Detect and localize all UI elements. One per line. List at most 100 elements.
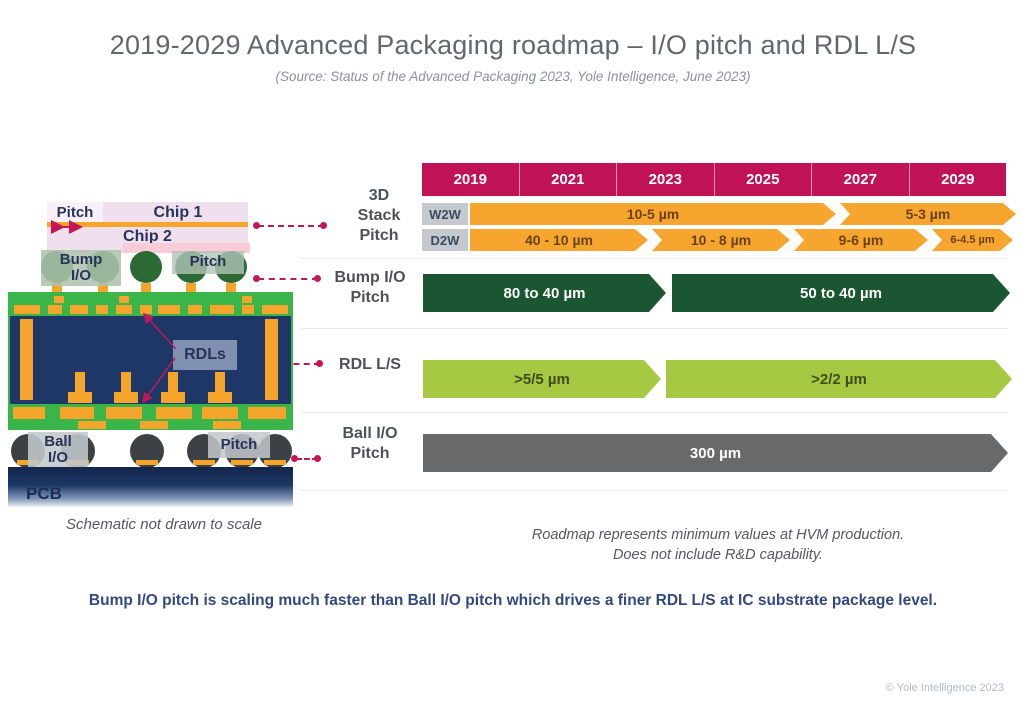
roadmap-note-line1: Roadmap represents minimum values at HVM… [531,527,905,543]
chip2-label: Chip 2 [123,228,172,245]
connector-dot [314,455,321,462]
bump-stub [226,283,236,295]
copper-pad [140,305,152,314]
bump-stub [141,283,151,295]
d2w-segment-3: 9-6 µm [794,229,928,251]
row-label-ball-io-pitch: Ball I/O Pitch [322,424,418,464]
copper-via-base [68,392,92,403]
copper-pad [242,296,252,303]
copper-via [215,372,225,394]
copper-pad [188,305,202,314]
year-2025: 2025 [713,163,812,196]
schematic-caption: Schematic not drawn to scale [66,516,262,533]
connector-bump-io [258,278,318,280]
copper-pad [13,407,45,419]
w2w-tag: W2W [422,203,468,225]
copper-pad [116,305,132,314]
copper-via [75,372,85,394]
bump-stub [98,283,108,295]
copper-pad [70,305,88,314]
chip2-strip [123,243,250,253]
bump-ball [130,251,162,283]
year-2019: 2019 [453,171,487,188]
rdls-label: RDLs [173,340,237,370]
bump-io-label: Bump I/O [41,250,121,286]
pcb-bar [8,467,293,507]
connector-ball-io [296,458,318,460]
chip-bond-line [47,222,248,227]
row-label-line: 3D [368,187,390,204]
ball-io-label-line2: I/O [47,449,68,466]
copper-via-base [114,392,138,403]
row-label-line: Pitch [350,289,390,306]
ball-pitch-label: Pitch [208,432,270,458]
copper-pad [156,407,192,419]
copper-pad [60,407,94,419]
row-label-line: RDL L/S [339,356,401,373]
connector-dot [253,222,260,229]
row-label-rdl-ls: RDL L/S [326,355,414,375]
row-label-line: Stack [357,207,401,224]
connector-dot [253,275,260,282]
copper-pad [78,421,106,429]
connector-dot [314,275,321,282]
copper-pad [54,296,64,303]
rdl-segment-1: >5/5 µm [423,360,661,398]
copper-pad [96,305,108,314]
connector-dot [291,455,298,462]
bump-stub [186,283,196,295]
ball-pad [264,460,286,465]
chip1-label: Chip 1 [153,203,203,221]
d2w-segment-4: 6-4.5 µm [932,229,1013,251]
year-2021: 2021 [518,163,617,196]
w2w-segment-1: 10-5 µm [470,203,836,225]
copper-pad [14,305,40,314]
copper-pad [248,407,286,419]
chip-pitch-label: Pitch [47,202,103,223]
connector-dot [320,222,327,229]
row-label-line: Bump I/O [334,269,406,286]
ball-pad [193,460,215,465]
roadmap-note-line2: Does not include R&D capability. [612,546,824,563]
roadmap-note: Roadmap represents minimum values at HVM… [430,526,1006,565]
bump-segment-2: 50 to 40 µm [672,274,1010,312]
year-header-bar: 2019 2021 2023 2025 2027 2029 [422,163,1006,196]
copper-via [121,372,131,394]
ball-pad [136,460,158,465]
row-label-bump-io-pitch: Bump I/O Pitch [318,268,422,308]
copper-pad [210,305,234,314]
copper-pad [262,305,288,314]
row-separator [300,412,1008,413]
ball-segment-1: 300 µm [423,434,1008,472]
bump-io-label-line1: Bump [59,250,103,268]
ball-io-label: Ball I/O [28,432,88,468]
copper-pad [140,421,168,429]
row-separator [300,258,1008,259]
copper-via-base [161,392,185,403]
w2w-segment-2: 5-3 µm [840,203,1016,225]
copper-pad [106,407,142,419]
row-label-line: Pitch [350,445,390,462]
row-separator [300,328,1008,329]
pcb-label: PCB [26,484,62,503]
d2w-tag: D2W [422,229,468,251]
row-separator [300,490,1008,491]
connector-dot [316,360,323,367]
copper-via-base [208,392,232,403]
row-label-3d-stack-pitch: 3D Stack Pitch [336,186,422,246]
copper-pad [213,421,241,429]
copper-via-bar [20,319,33,400]
bump-stub [52,283,62,295]
copper-pad [158,305,180,314]
connector-3d-stack [258,225,324,227]
source-subtitle: (Source: Status of the Advanced Packagin… [275,69,751,84]
row-label-line: Ball I/O [342,425,398,442]
copper-via-bar [265,319,278,400]
copper-pad [48,305,62,314]
copper-pad [202,407,238,419]
copyright: © Yole Intelligence 2023 [885,682,1004,694]
copper-via [168,372,178,394]
copper-pad [242,305,254,314]
bump-segment-1: 80 to 40 µm [423,274,666,312]
